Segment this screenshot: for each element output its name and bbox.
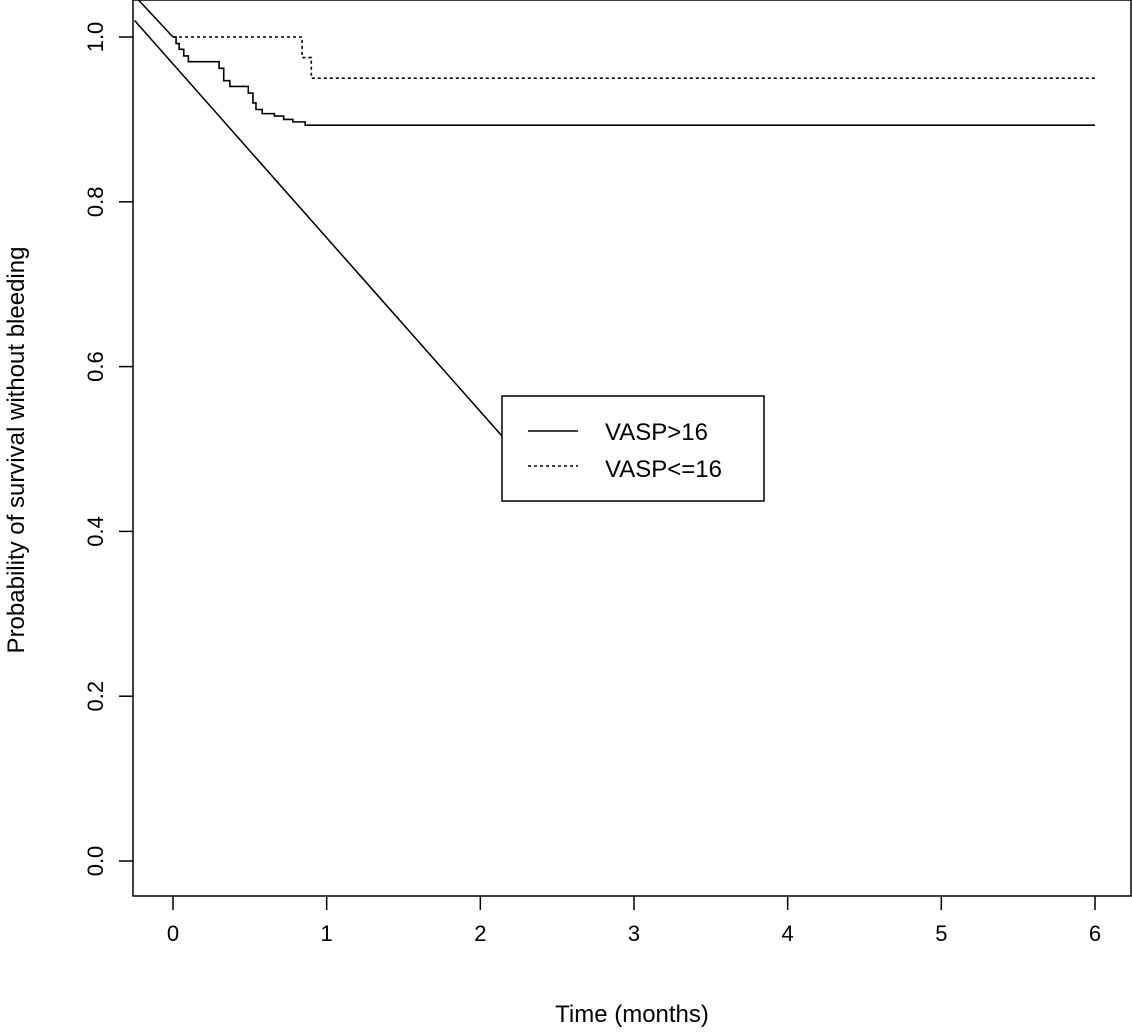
annotation-line (137, 0, 174, 38)
legend: VASP>16 VASP<=16 (501, 395, 765, 502)
y-tick-label: 1.0 (83, 22, 108, 53)
x-axis: 0 1 2 3 4 5 6 (167, 896, 1101, 946)
legend-label-vasp-gt16: VASP>16 (605, 419, 708, 446)
series-line-vasp-le16 (173, 36, 1095, 79)
x-tick-label: 2 (474, 921, 486, 946)
y-tick-label: 0.8 (83, 187, 108, 218)
y-axis-title: Probability of survival without bleeding (3, 247, 30, 654)
legend-label-vasp-le16: VASP<=16 (605, 456, 722, 483)
y-tick-label: 0.6 (83, 351, 108, 382)
series-line-vasp-gt16 (173, 36, 1095, 126)
x-tick-label: 4 (782, 921, 794, 946)
y-tick-label: 0.4 (83, 516, 108, 547)
x-tick-label: 5 (935, 921, 947, 946)
series-layer (134, 0, 1095, 468)
annotation-line (134, 20, 531, 468)
y-tick-label: 0.0 (83, 846, 108, 877)
y-tick-label: 0.2 (83, 681, 108, 712)
legend-box (501, 395, 765, 502)
x-tick-label: 1 (321, 921, 333, 946)
x-tick-label: 3 (628, 921, 640, 946)
x-tick-label: 0 (167, 921, 179, 946)
plot-frame (132, 0, 1132, 897)
y-axis: 0.0 0.2 0.4 0.6 0.8 1.0 (83, 22, 133, 877)
x-tick-label: 6 (1089, 921, 1101, 946)
x-axis-title: Time (months) (555, 1001, 709, 1028)
